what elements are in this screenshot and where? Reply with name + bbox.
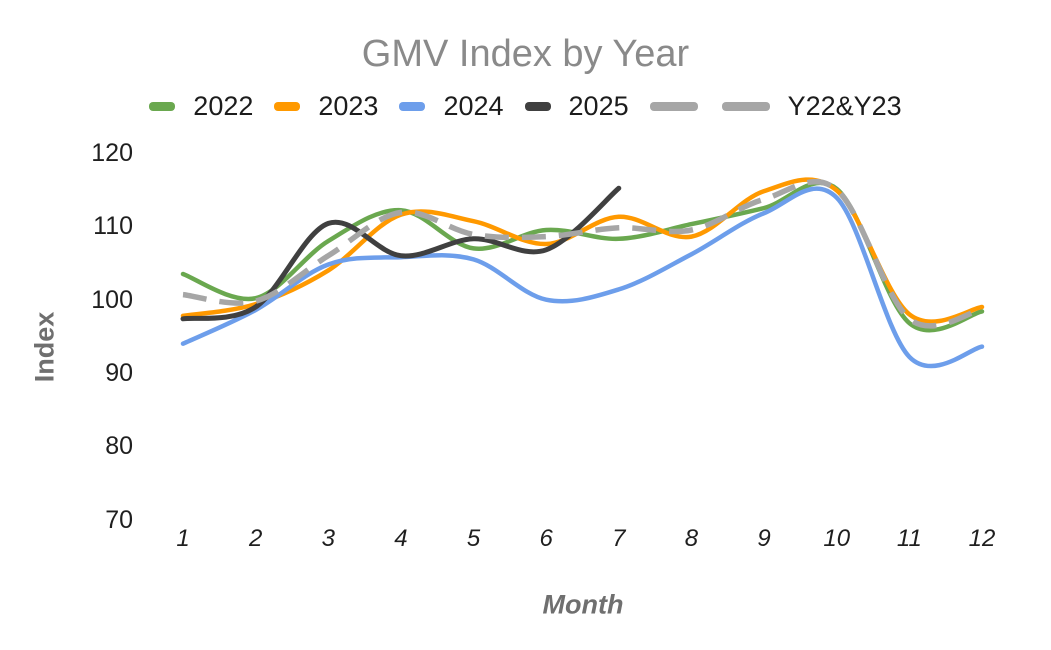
y-tick-label: 110: [93, 212, 133, 241]
x-tick-label: 2: [248, 525, 263, 552]
legend-dash-segment: [721, 101, 770, 111]
legend-dash-segment: [649, 101, 698, 111]
x-tick-label: 8: [684, 525, 699, 552]
legend-swatch: [274, 101, 301, 111]
legend-item-y22-y23: Y22&Y23: [649, 90, 902, 122]
series-line-2022: [180, 180, 985, 333]
x-tick-label: 10: [823, 525, 851, 552]
x-tick-label: 6: [539, 525, 553, 552]
y-tick-label: 100: [91, 285, 133, 314]
legend-item-2024: 2024: [399, 90, 504, 122]
legend-item-2025: 2025: [524, 90, 629, 122]
legend-label: 2024: [443, 90, 504, 121]
y-tick-label: 80: [105, 432, 133, 461]
x-tick-label: 3: [321, 525, 335, 552]
legend-label: 2022: [193, 90, 254, 121]
x-tick-label: 1: [176, 525, 190, 552]
legend-item-2022: 2022: [149, 91, 253, 122]
chart-title: GMV Index by Year: [361, 33, 690, 75]
legend-swatch: [399, 101, 426, 111]
series-line-2024: [180, 186, 985, 369]
y-tick-label: 90: [105, 359, 133, 388]
legend-item-2023: 2023: [274, 91, 378, 122]
legend-swatch: [524, 101, 551, 111]
legend-label: Y22&Y23: [787, 90, 902, 121]
legend-label: 2023: [318, 90, 379, 121]
x-tick-label: 12: [968, 525, 996, 552]
y-tick-label: 120: [91, 139, 133, 167]
x-tick-label: 7: [612, 525, 626, 552]
legend-swatch: [149, 101, 176, 111]
x-axis-title: Month: [542, 589, 624, 620]
x-tick-label: 4: [394, 525, 408, 552]
y-tick-label: 70: [105, 505, 133, 534]
legend-label: 2025: [568, 90, 629, 121]
x-tick-label: 5: [466, 525, 481, 552]
x-tick-label: 9: [757, 525, 771, 552]
x-tick-label: 11: [896, 525, 922, 552]
legend-dashed-swatch: [649, 101, 770, 111]
series-line-y22-y23: [182, 178, 983, 329]
legend: 2022 2023 2024 2025 Y22&Y23: [0, 91, 1051, 121]
series-line-2025: [180, 185, 622, 322]
